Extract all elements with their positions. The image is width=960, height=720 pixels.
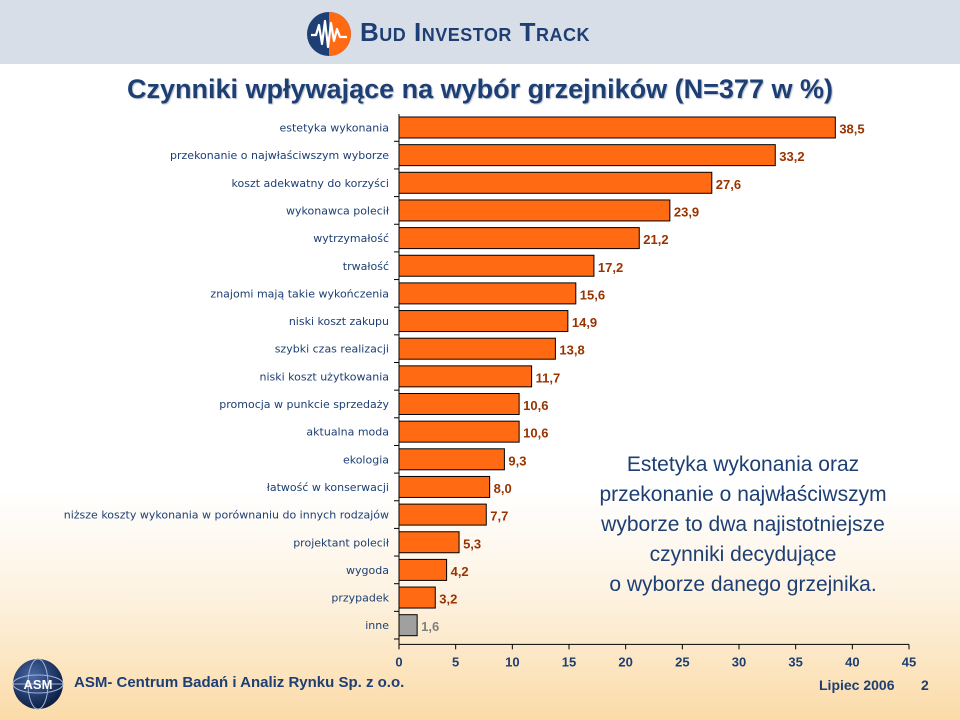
category-label: przekonanie o najwłaściwszym wyborze (170, 149, 389, 162)
data-label: 14,9 (572, 315, 597, 330)
data-label: 13,8 (559, 343, 584, 358)
waveform-circle-icon (307, 12, 351, 56)
callout-line: o wyborze danego grzejnika. (609, 573, 877, 596)
category-label: przypadek (331, 592, 389, 605)
x-tick-label: 35 (788, 654, 802, 669)
bar (398, 448, 505, 471)
category-label: wytrzymałość (313, 232, 389, 245)
bar (398, 531, 460, 554)
bar (398, 282, 577, 305)
data-label: 8,0 (494, 481, 512, 496)
category-label: łatwość w konserwacji (267, 481, 389, 494)
category-label: znajomi mają takie wykończenia (210, 287, 389, 300)
report-date: Lipiec 2006 (819, 677, 895, 693)
x-tick-label: 30 (732, 654, 746, 669)
data-label: 15,6 (580, 287, 605, 302)
bar (398, 365, 533, 388)
category-label: wykonawca polecił (286, 204, 390, 217)
x-tick-label: 20 (618, 654, 632, 669)
category-label: niski koszt zakupu (289, 315, 389, 328)
bar (398, 503, 487, 526)
category-label: trwałość (343, 260, 389, 273)
asm-logo-icon: ASM (12, 658, 64, 710)
bar (398, 254, 595, 277)
x-tick-label: 25 (675, 654, 689, 669)
data-label: 5,3 (463, 536, 481, 551)
bar (398, 475, 491, 498)
category-label: ekologia (343, 453, 389, 466)
bar (398, 614, 418, 637)
bar-chart: estetyka wykonania 38,5 przekonanie o najw… (64, 114, 916, 669)
data-label: 11,7 (536, 370, 561, 385)
category-label: szybki czas realizacji (275, 343, 389, 356)
bar (398, 558, 448, 581)
bar (398, 586, 436, 609)
bar (398, 199, 671, 222)
callout-line: Estetyka wykonania oraz (626, 453, 860, 476)
category-label: niski koszt użytkowania (260, 370, 390, 383)
category-label: projektant polecił (293, 536, 390, 549)
x-tick-label: 0 (395, 654, 402, 669)
callout-line: wyborze to dwa najistotniejsze (601, 513, 885, 536)
data-label: 3,2 (439, 592, 457, 607)
category-label: niższe koszty wykonania w porównaniu do … (64, 509, 389, 522)
bar (398, 171, 713, 194)
category-label: koszt adekwatny do korzyści (232, 177, 389, 190)
brand-name: Bud Investor Track (360, 17, 591, 47)
data-label: 10,6 (523, 398, 548, 413)
x-tick-label: 5 (452, 654, 459, 669)
data-label: 9,3 (508, 453, 526, 468)
bar (398, 310, 569, 333)
callout-line: czynniki decydujące (649, 543, 837, 566)
bar (398, 227, 640, 250)
data-label: 4,2 (451, 564, 469, 579)
data-label: 33,2 (779, 149, 804, 164)
page-title: Czynniki wpływające na wybór grzejników … (127, 74, 833, 104)
callout-line: przekonanie o najwłaściwszym (599, 483, 887, 506)
bar (398, 420, 520, 443)
data-label: 21,2 (643, 232, 668, 247)
category-label: inne (365, 619, 389, 632)
data-label: 7,7 (490, 509, 508, 524)
x-tick-label: 40 (845, 654, 859, 669)
asm-logo-text: ASM (24, 677, 53, 692)
category-label: promocja w punkcie sprzedaży (219, 398, 389, 411)
bar (398, 337, 556, 360)
x-tick-label: 10 (505, 654, 519, 669)
summary-callout: Estetyka wykonania oraz przekonanie o na… (566, 450, 920, 600)
data-label: 27,6 (716, 177, 741, 192)
x-tick-label: 45 (902, 654, 916, 669)
category-label: wygoda (346, 564, 389, 577)
company-name: ASM- Centrum Badań i Analiz Rynku Sp. z … (74, 674, 405, 691)
bar (398, 116, 836, 139)
category-label: aktualna moda (306, 426, 389, 439)
data-label: 17,2 (598, 260, 623, 275)
data-label: 38,5 (839, 122, 864, 137)
data-label: 23,9 (674, 204, 699, 219)
category-label: estetyka wykonania (279, 122, 389, 135)
header-bar: Bud Investor Track (0, 0, 960, 64)
data-label: 1,6 (421, 619, 439, 634)
bar (398, 144, 776, 167)
x-tick-label: 15 (562, 654, 576, 669)
page-number: 2 (921, 677, 929, 693)
bar (398, 393, 520, 415)
data-label: 10,6 (523, 426, 548, 441)
